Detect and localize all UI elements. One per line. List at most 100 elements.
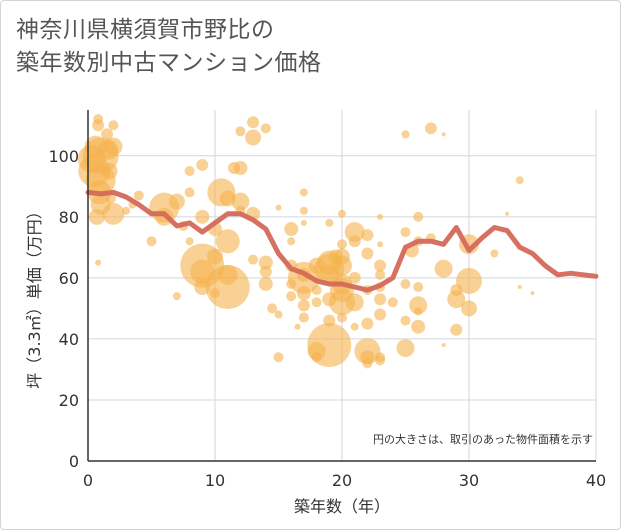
bubble-point — [505, 211, 510, 216]
bubble-point — [168, 193, 185, 210]
bubble-point — [450, 323, 463, 336]
bubble-point — [414, 307, 423, 316]
bubble-point — [185, 237, 194, 246]
bubble-point — [515, 176, 524, 185]
bubble-point — [322, 292, 337, 307]
bubble-point — [361, 317, 374, 330]
bubble-point — [248, 254, 259, 265]
bubble-point — [400, 278, 411, 289]
bubble-point — [122, 206, 131, 215]
bubble-point — [400, 315, 411, 326]
bubble-point — [194, 279, 211, 296]
bubble-point — [184, 187, 195, 198]
bubble-point — [461, 300, 477, 317]
bubble-point — [311, 352, 322, 363]
bubble-point — [195, 209, 210, 224]
bubble-point — [374, 308, 387, 321]
bubble-point — [447, 290, 466, 309]
bubble-point — [286, 291, 297, 302]
bubble-point — [350, 322, 359, 331]
bubble-point — [133, 190, 144, 201]
bubble-point — [401, 130, 410, 139]
axes — [87, 110, 596, 462]
x-tick-label: 0 — [83, 471, 93, 490]
bubble-point — [184, 166, 195, 177]
bubble-point — [299, 188, 308, 197]
x-tick-label: 20 — [332, 471, 352, 490]
bubble-point — [396, 339, 415, 358]
bubble-point — [297, 299, 310, 312]
y-tick-label: 100 — [48, 147, 79, 166]
bubble-point — [434, 259, 453, 278]
bubble-point — [375, 355, 386, 366]
bubble-point — [172, 292, 181, 301]
chart-title: 神奈川県横須賀市野比の 築年数別中古マンション価格 — [16, 17, 322, 76]
bubble-point — [411, 319, 426, 334]
bubble-point — [424, 122, 437, 135]
bubble-point — [450, 284, 463, 297]
bubble-point — [104, 137, 123, 156]
bubble-size-note: 円の大きさは、取引のあった物件面積を示す — [373, 432, 593, 446]
bubble-point — [274, 310, 283, 319]
bubble-point — [441, 343, 446, 348]
bubble-point — [308, 257, 325, 274]
tick-labels: 0 10 20 30 40 0 20 40 60 80 100 — [48, 147, 606, 490]
bubble-point — [275, 204, 282, 211]
bubble-point — [377, 241, 384, 248]
bubble-point — [284, 222, 299, 237]
bubble-point — [298, 312, 309, 323]
bubble-point — [490, 249, 499, 258]
bubble-point — [348, 271, 361, 284]
bubble-point — [325, 218, 334, 227]
bubble-point — [530, 291, 535, 296]
y-tick-label: 40 — [59, 330, 79, 349]
bubble-point — [196, 158, 209, 171]
x-tick-label: 40 — [586, 471, 606, 490]
bubble-point — [217, 264, 238, 285]
bubble-point — [374, 259, 387, 272]
bubble-point — [323, 314, 336, 327]
bubble-point — [235, 126, 246, 137]
bubble-point — [245, 129, 262, 146]
bubble-point — [207, 248, 223, 265]
bubble-point — [441, 132, 446, 137]
bubble-point — [296, 286, 311, 301]
bubble-point — [374, 293, 387, 306]
bubble-point — [362, 358, 373, 369]
bubble-point — [328, 249, 343, 264]
bubble-point — [287, 237, 296, 246]
bubble-layer — [77, 114, 535, 369]
bubble-point — [95, 259, 102, 266]
bubble-point — [231, 192, 250, 211]
bubble-point — [294, 323, 301, 330]
bubble-point — [286, 278, 297, 289]
x-axis-label: 築年数（年） — [294, 497, 390, 516]
bubble-point — [337, 312, 347, 323]
x-tick-label: 30 — [459, 471, 479, 490]
bubble-point — [299, 206, 308, 215]
bubble-point — [259, 265, 272, 278]
bubble-point — [205, 265, 250, 310]
bubble-point — [377, 213, 384, 220]
bubble-point — [210, 288, 220, 299]
bubble-point — [146, 236, 157, 247]
bubble-point — [215, 229, 240, 254]
y-tick-label: 80 — [59, 208, 79, 227]
bubble-point — [260, 123, 271, 134]
bubble-point — [375, 269, 386, 280]
bubble-point — [311, 297, 322, 308]
bubble-point — [101, 163, 118, 180]
y-tick-label: 0 — [69, 452, 79, 471]
trend-line-layer — [85, 189, 599, 293]
bubble-point — [247, 116, 260, 129]
bubble-point — [456, 267, 482, 294]
bubble-point — [413, 211, 424, 222]
bubble-point — [344, 222, 365, 243]
bubble-point — [338, 209, 346, 218]
y-tick-label: 60 — [59, 269, 79, 288]
bubble-point — [273, 352, 284, 363]
average-price-line — [85, 189, 599, 293]
bubble-point — [93, 114, 104, 125]
y-tick-label: 20 — [59, 391, 79, 410]
